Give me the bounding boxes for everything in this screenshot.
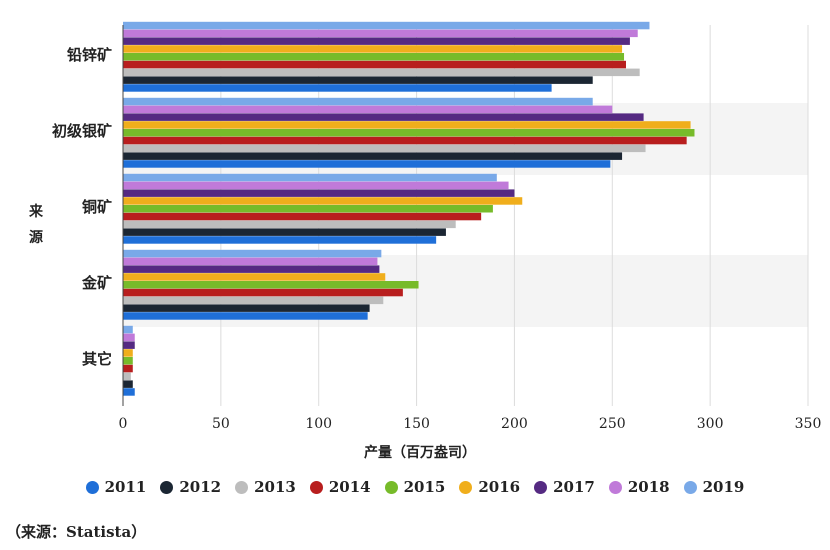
legend-label: 2019 — [702, 478, 745, 496]
bar-2015 — [123, 281, 419, 289]
x-tick-label: 300 — [697, 416, 724, 432]
bar-2014 — [123, 60, 626, 69]
bar-2011 — [123, 388, 135, 396]
legend-item-2015: 2015 — [384, 478, 446, 496]
y-axis-title: 来源 — [28, 204, 44, 246]
bar-2011 — [123, 160, 611, 168]
legend-item-2014: 2014 — [309, 478, 371, 496]
category-label: 金矿 — [81, 274, 112, 292]
bar-2018 — [123, 105, 613, 114]
bar-2012 — [123, 304, 370, 312]
legend-marker — [85, 480, 99, 494]
bar-2018 — [123, 333, 135, 342]
legend-marker — [309, 480, 323, 494]
legend: 2011 2012 2013 2014 2015 2016 2017 2018 2019 — [0, 478, 830, 496]
legend-label: 2016 — [478, 478, 521, 496]
legend-marker — [683, 480, 697, 494]
legend-label: 2015 — [403, 478, 446, 496]
bar-2013 — [123, 372, 131, 381]
legend-label: 2011 — [104, 478, 147, 496]
x-tick-labels: 0 50 100 150 200 250 300 350 — [119, 416, 822, 432]
bar-2018 — [123, 181, 509, 190]
bar-2019 — [123, 21, 650, 30]
bar-2017 — [123, 113, 644, 121]
legend-label: 2017 — [553, 478, 595, 496]
bar-2019 — [123, 173, 497, 182]
bar-2013 — [123, 296, 384, 305]
legend-item-2018: 2018 — [608, 478, 670, 496]
bar-2015 — [123, 205, 493, 213]
bar-2012 — [123, 380, 133, 388]
x-axis-title: 产量（百万盎司） — [364, 444, 476, 461]
bar-2014 — [123, 288, 403, 297]
bar-2015 — [123, 53, 625, 61]
x-tick-label: 200 — [501, 416, 528, 432]
bar-2014 — [123, 212, 482, 221]
legend-marker — [160, 480, 174, 494]
bar-2019 — [123, 325, 133, 334]
legend-label: 2012 — [179, 478, 222, 496]
legend-item-2013: 2013 — [235, 478, 296, 496]
bar-2016 — [123, 197, 523, 205]
legend-marker — [534, 480, 548, 494]
bar-2015 — [123, 357, 133, 365]
x-tick-label: 50 — [212, 416, 230, 432]
category-label: 铅锌矿 — [67, 46, 112, 64]
y-axis-title-char: 源 — [29, 229, 43, 246]
bar-2011 — [123, 236, 437, 244]
bar-2012 — [123, 152, 623, 160]
bar-2011 — [123, 84, 552, 92]
bar-2016 — [123, 121, 691, 129]
bar-2014 — [123, 136, 687, 145]
bar-2013 — [123, 220, 456, 229]
legend-item-2011: 2011 — [85, 478, 147, 496]
legend-label: 2018 — [627, 478, 670, 496]
bar-2018 — [123, 29, 638, 38]
bar-2017 — [123, 189, 515, 197]
x-tick-label: 350 — [795, 416, 822, 432]
legend-marker — [384, 480, 398, 494]
category-label: 初级银矿 — [52, 122, 112, 140]
bar-2019 — [123, 249, 382, 258]
legend-label: 2014 — [328, 478, 371, 496]
bar-2016 — [123, 349, 133, 357]
bar-2017 — [123, 341, 135, 349]
bar-2013 — [123, 144, 646, 153]
y-axis-title-char: 来 — [28, 204, 44, 220]
bar-2018 — [123, 257, 378, 266]
source-note: （来源：Statista） — [6, 523, 147, 541]
category-label: 其它 — [82, 350, 112, 368]
bar-group — [123, 21, 695, 396]
bar-2019 — [123, 97, 593, 106]
bar-2017 — [123, 265, 380, 273]
legend-marker — [459, 480, 473, 494]
legend-marker — [608, 480, 622, 494]
bar-2017 — [123, 37, 630, 45]
bar-2013 — [123, 68, 640, 77]
x-tick-label: 150 — [403, 416, 430, 432]
legend-marker — [235, 480, 249, 494]
legend-item-2019: 2019 — [683, 478, 745, 496]
bar-2012 — [123, 228, 446, 236]
legend-item-2012: 2012 — [160, 478, 221, 496]
category-label: 铜矿 — [82, 198, 112, 216]
legend-item-2016: 2016 — [459, 478, 520, 496]
legend-label: 2013 — [254, 478, 296, 496]
x-tick-label: 0 — [119, 416, 128, 432]
bar-2016 — [123, 273, 386, 281]
legend-item-2017: 2017 — [534, 478, 595, 496]
x-tick-label: 250 — [599, 416, 626, 432]
bar-2011 — [123, 312, 368, 320]
bar-2014 — [123, 364, 133, 373]
x-tick-label: 100 — [305, 416, 332, 432]
bar-2012 — [123, 76, 593, 84]
bar-2016 — [123, 45, 623, 53]
bar-2015 — [123, 129, 695, 137]
